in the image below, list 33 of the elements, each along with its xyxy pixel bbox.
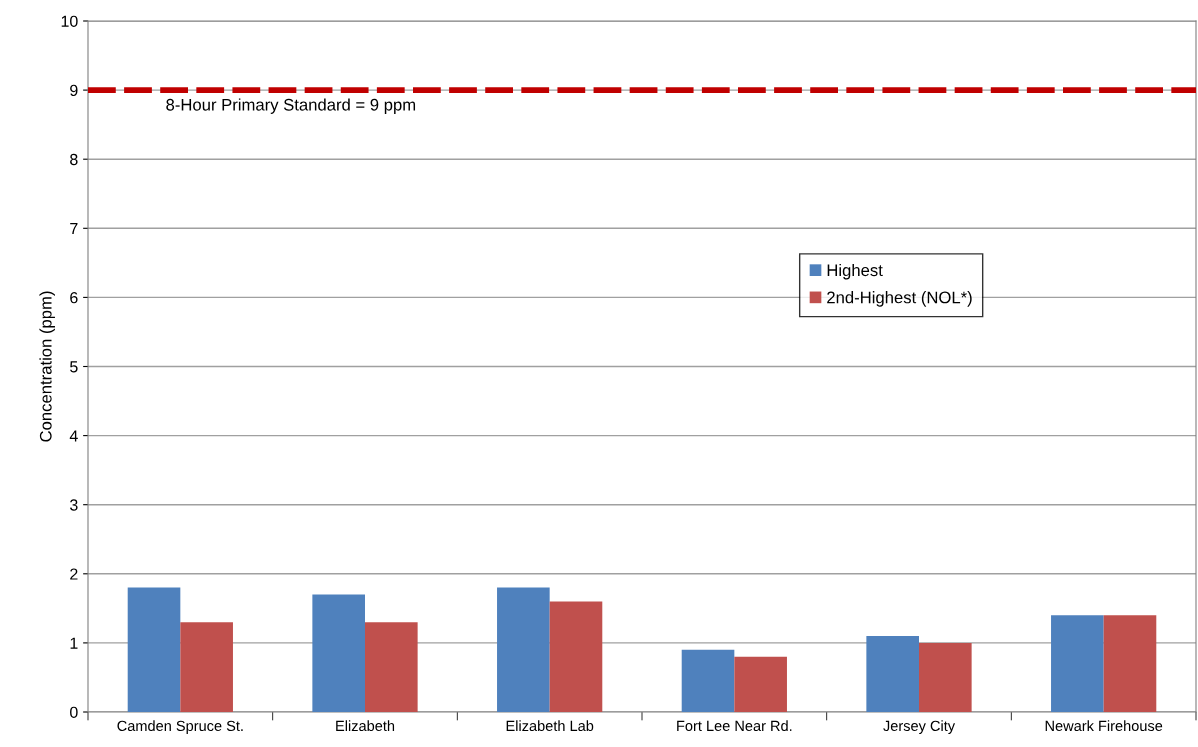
x-tick-label: Jersey City (883, 720, 956, 734)
bar (1051, 615, 1104, 712)
y-tick-label: 1 (70, 637, 78, 649)
bar (734, 656, 787, 712)
ref-line-label: 8-Hour Primary Standard = 9 ppm (166, 98, 416, 114)
y-tick-label: 10 (61, 15, 78, 27)
x-tick-label: Elizabeth (336, 720, 395, 732)
y-tick-label: 9 (70, 84, 78, 97)
y-tick-label: 5 (70, 361, 78, 373)
y-tick-label: 7 (70, 223, 78, 235)
x-tick-label: Newark Firehouse (1045, 720, 1163, 732)
bar (365, 622, 418, 712)
x-tick-label: Elizabeth Lab (506, 720, 594, 732)
bar (180, 622, 233, 712)
y-tick-label: 0 (70, 706, 78, 718)
y-axis-title: Concentration (ppm) (39, 291, 55, 442)
bar (312, 594, 365, 712)
x-tick-label: Camden Spruce St. (117, 720, 243, 734)
y-tick-label: 6 (70, 292, 78, 304)
bar (866, 635, 919, 712)
x-tick-label: Fort Lee Near Rd. (677, 720, 792, 732)
y-tick-label: 2 (70, 568, 78, 580)
bar (127, 587, 181, 712)
y-tick-label: 4 (69, 430, 78, 442)
bar (681, 649, 735, 712)
y-tick-label: 3 (70, 499, 78, 511)
bar (497, 587, 550, 712)
bar (549, 601, 603, 712)
legend-label: 2nd-Highest (NOL*) (827, 291, 972, 307)
y-tick-label: 8 (70, 153, 78, 166)
legend-label: Highest (827, 263, 883, 280)
bar (1103, 615, 1157, 712)
bar (919, 642, 972, 712)
